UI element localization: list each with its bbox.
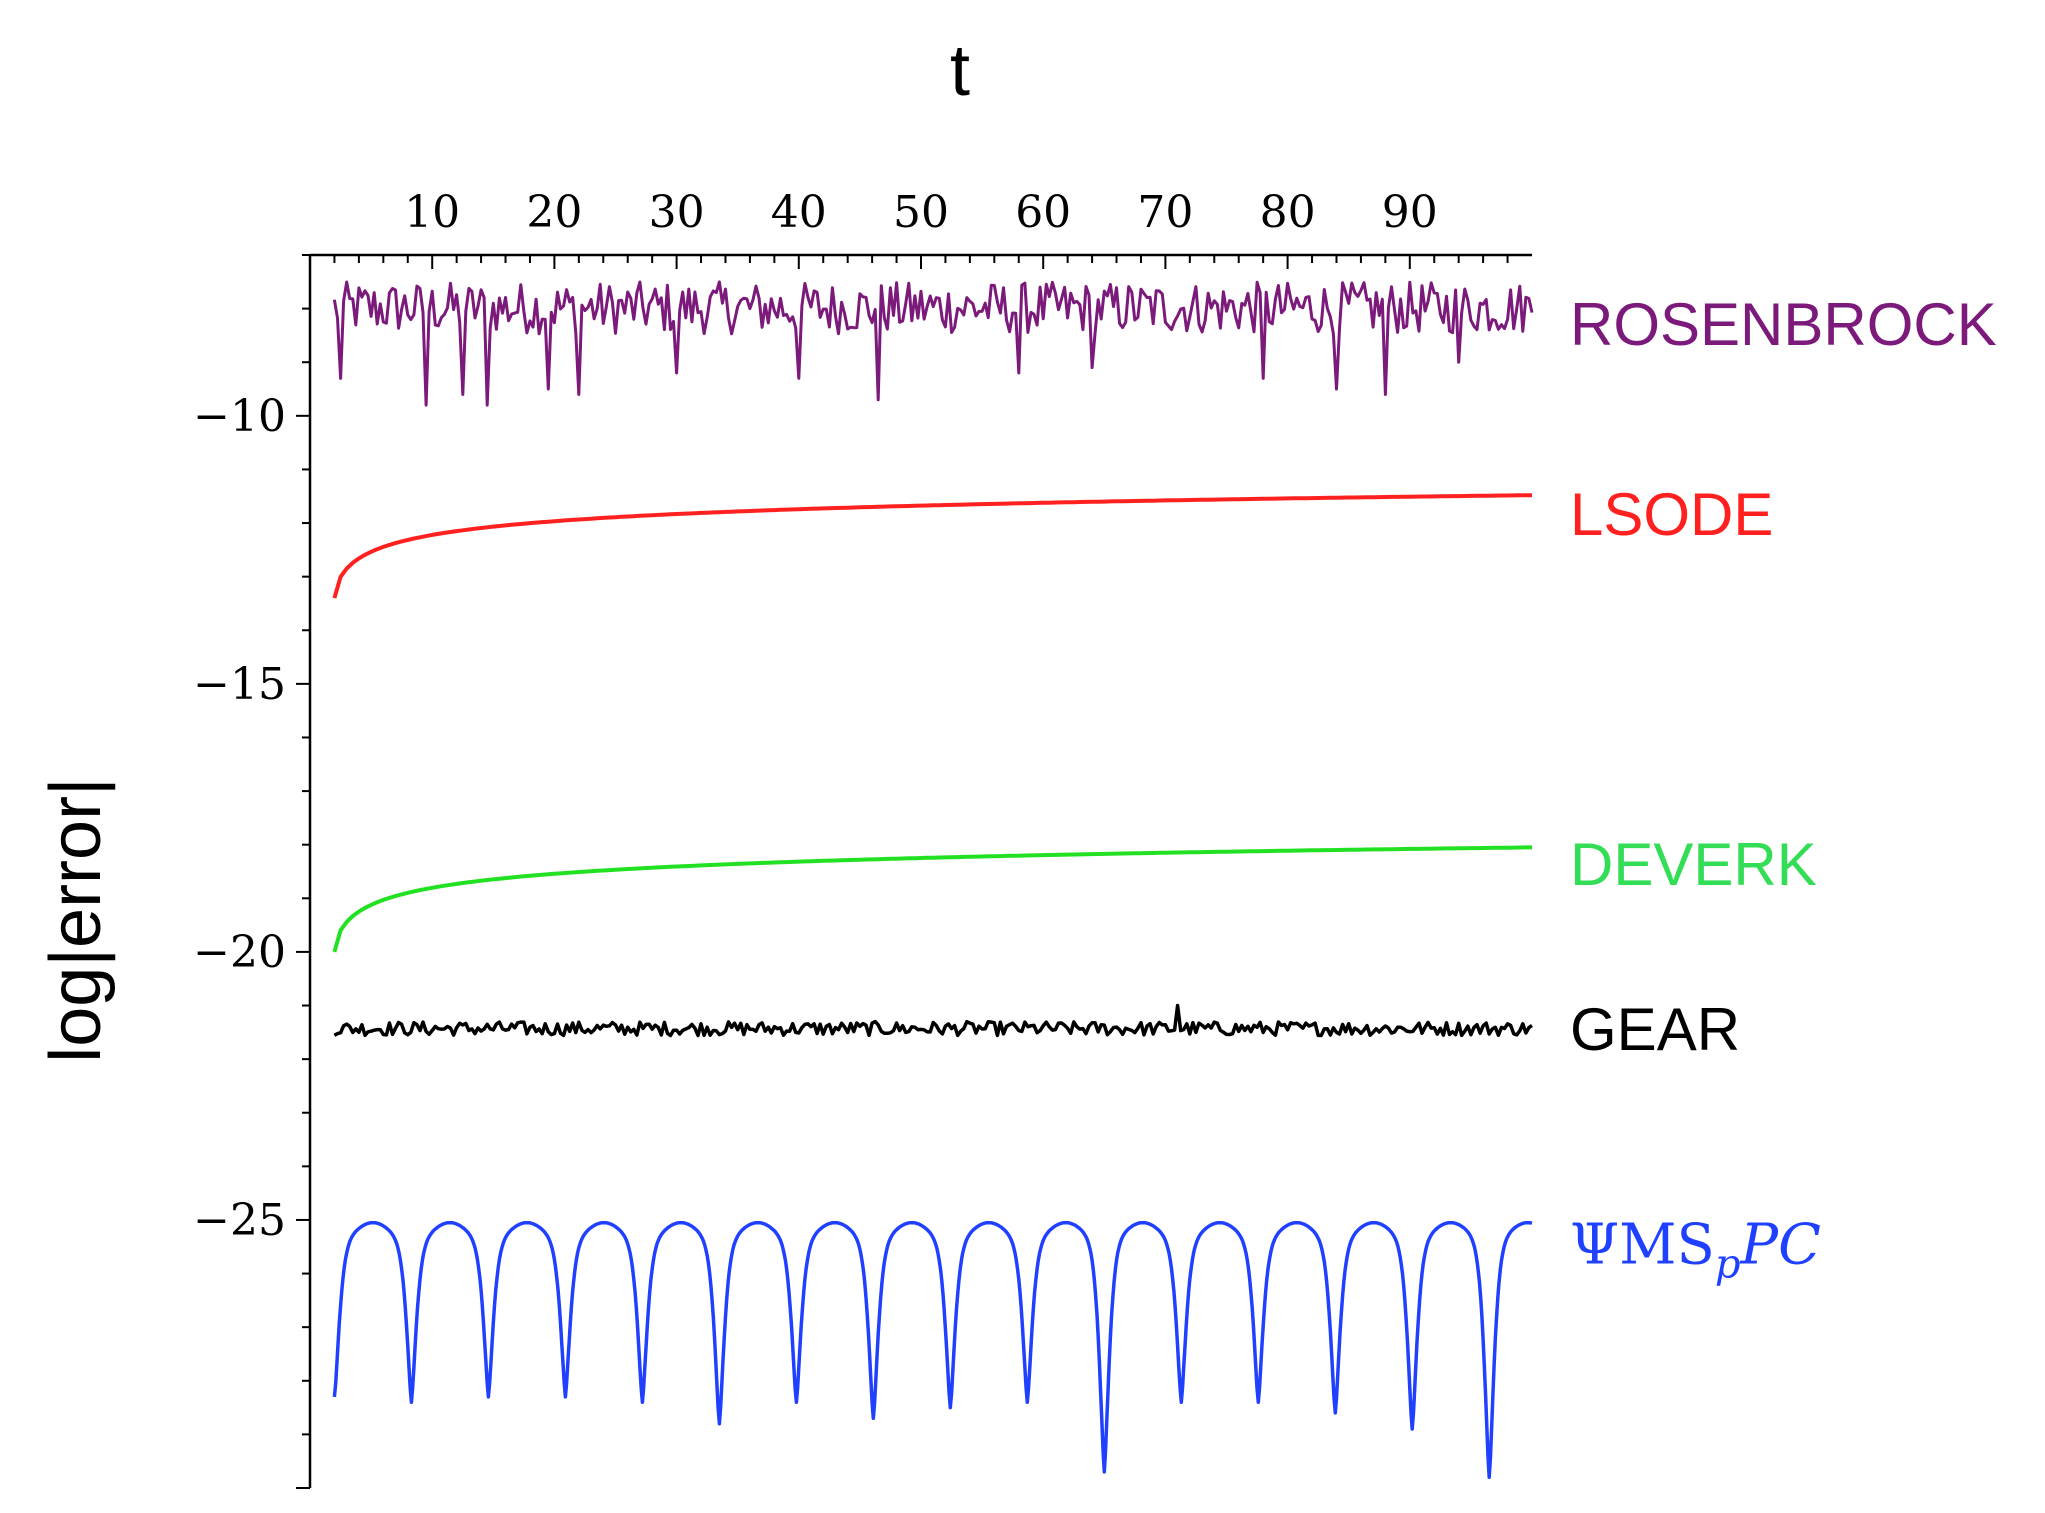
y-axis-title: log|error| (36, 777, 116, 1063)
y-tick-label: −25 (193, 1195, 286, 1246)
series-deverk-line (332, 845, 1532, 953)
series-label-ms-ppc: ΨMSpPC (1570, 1212, 1821, 1287)
series-ms-ppc-line (332, 1220, 1533, 1480)
y-tick-label: −15 (193, 659, 286, 710)
series-rosenbrock-line (332, 280, 1534, 407)
series-label-main: ΨMS (1570, 1212, 1715, 1277)
x-tick-label: 70 (1137, 187, 1193, 238)
x-tick-label: 80 (1260, 187, 1316, 238)
axes: 10 20 30 40 50 60 70 80 90 −10 −15 −20 −25 (193, 187, 1532, 1489)
x-tick-label: 30 (649, 187, 705, 238)
x-tick-label: 90 (1382, 187, 1438, 238)
y-tick-label: −20 (193, 927, 286, 978)
series-lines (332, 280, 1534, 1480)
series-label-suffix: PC (1739, 1212, 1821, 1277)
x-axis-title: t (950, 31, 970, 111)
x-tick-label: 20 (526, 187, 582, 238)
y-tick-label: −10 (193, 391, 286, 442)
series-label-gear: GEAR (1570, 996, 1740, 1063)
series-label-rosenbrock: ROSENBROCK (1570, 291, 1997, 358)
series-label-subscript: p (1715, 1241, 1741, 1287)
series-lsode-line (332, 493, 1532, 599)
series-gear-line (333, 1003, 1533, 1038)
x-tick-label: 60 (1015, 187, 1071, 238)
x-tick-label: 50 (893, 187, 949, 238)
series-label-deverk: DEVERK (1570, 831, 1817, 898)
series-label-lsode: LSODE (1570, 481, 1773, 548)
x-tick-label: 10 (404, 187, 460, 238)
series-labels: ROSENBROCK LSODE DEVERK GEAR ΨMSpPC (1570, 291, 1997, 1287)
x-tick-label: 40 (771, 187, 827, 238)
